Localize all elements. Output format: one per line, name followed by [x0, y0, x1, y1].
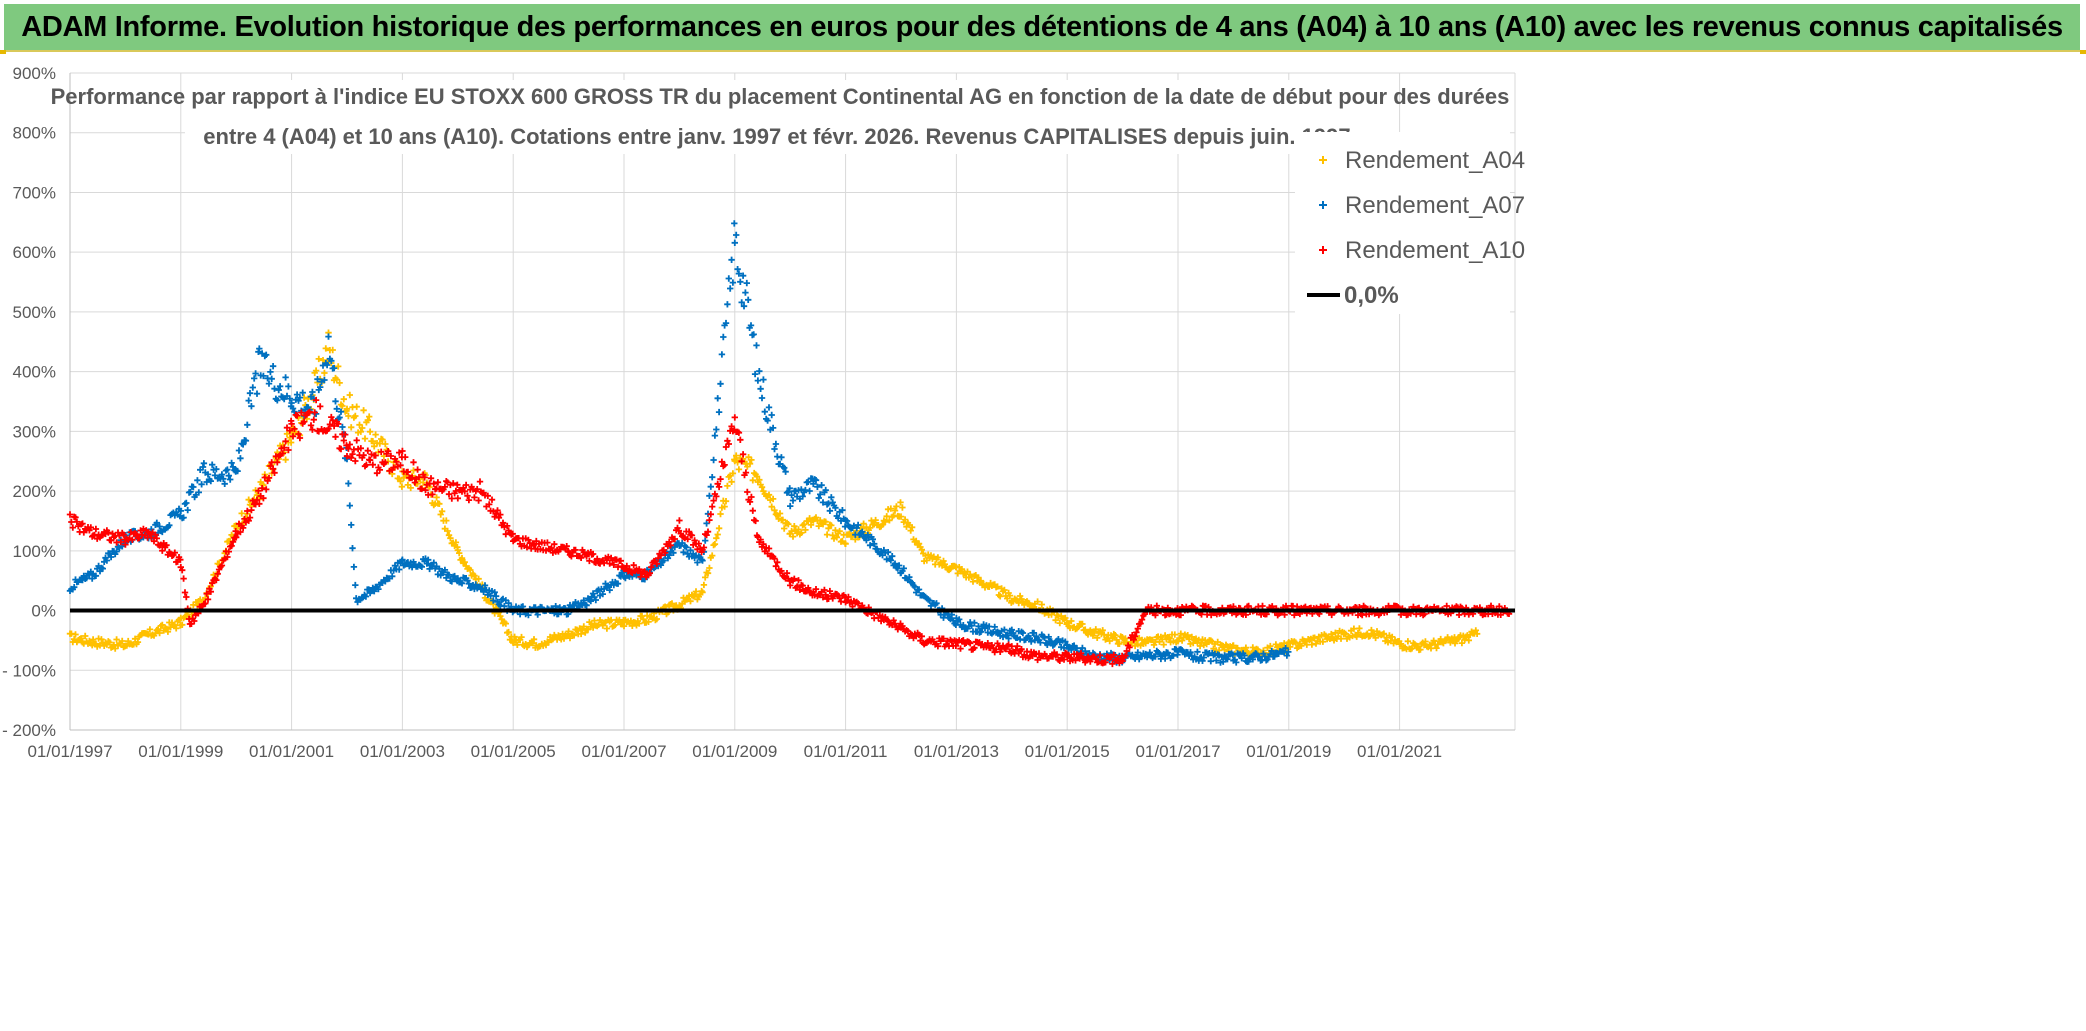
x-tick-label: 01/01/2011 [804, 742, 888, 761]
x-tick-label: 01/01/1997 [27, 742, 112, 761]
banner-corner-right [2080, 50, 2086, 54]
legend-marker-Rendement_A07 [1319, 201, 1327, 209]
legend-label-reference: 0,0% [1344, 282, 1399, 309]
subtitle-background [185, 80, 1375, 154]
legend-label-Rendement_A04: Rendement_A04 [1345, 147, 1525, 174]
x-tick-label: 01/01/2019 [1246, 742, 1331, 761]
legend-label-Rendement_A07: Rendement_A07 [1345, 192, 1525, 219]
x-tick-label: 01/01/2009 [692, 742, 777, 761]
y-tick-label: - 100% [2, 661, 56, 680]
x-tick-label: 01/01/2017 [1135, 742, 1220, 761]
y-tick-label: 400% [13, 363, 56, 382]
legend-marker-Rendement_A10 [1319, 246, 1327, 254]
banner-corner-left [0, 50, 6, 54]
y-tick-label: 600% [13, 243, 56, 262]
y-tick-label: 900% [13, 64, 56, 83]
legend: Rendement_A04 Rendement_A07 Rendement_A10 0… [1295, 132, 1525, 314]
y-tick-label: 0% [31, 602, 56, 621]
legend-label-Rendement_A10: Rendement_A10 [1345, 237, 1525, 264]
x-axis-ticks: 01/01/1997 01/01/1999 01/01/2001 01/01/2003… [27, 742, 1442, 761]
series-markers-Rendement_A07 [66, 220, 1292, 666]
y-tick-label: 700% [13, 183, 56, 202]
chart-title: ADAM Informe. Evolution historique des p… [21, 10, 2063, 43]
x-tick-label: 01/01/2021 [1357, 742, 1442, 761]
y-tick-label: - 200% [2, 721, 56, 740]
legend-background [1295, 132, 1510, 314]
y-tick-label: 200% [13, 482, 56, 501]
chart-title-banner: ADAM Informe. Evolution historique des p… [4, 4, 2080, 52]
series-Rendement_A07 [66, 220, 1292, 666]
y-tick-label: 100% [13, 542, 56, 561]
y-axis-ticks: 900% 800% 700% 600% 500% 400% 300% 200% 100% 0% - … [2, 64, 56, 740]
x-tick-label: 01/01/2001 [249, 742, 334, 761]
y-tick-label: 800% [13, 124, 56, 143]
x-tick-label: 01/01/2003 [360, 742, 445, 761]
x-tick-label: 01/01/2007 [581, 742, 666, 761]
legend-marker-Rendement_A04 [1319, 156, 1327, 164]
x-tick-label: 01/01/1999 [138, 742, 223, 761]
x-tick-label: 01/01/2005 [471, 742, 556, 761]
y-tick-label: 500% [13, 303, 56, 322]
y-tick-label: 300% [13, 422, 56, 441]
x-tick-label: 01/01/2015 [1025, 742, 1110, 761]
chart-subtitle-line1: Performance par rapport à l'indice EU ST… [51, 84, 1510, 109]
x-tick-label: 01/01/2013 [914, 742, 999, 761]
chart-subtitle-line2: entre 4 (A04) et 10 ans (A10). Cotations… [203, 124, 1356, 149]
